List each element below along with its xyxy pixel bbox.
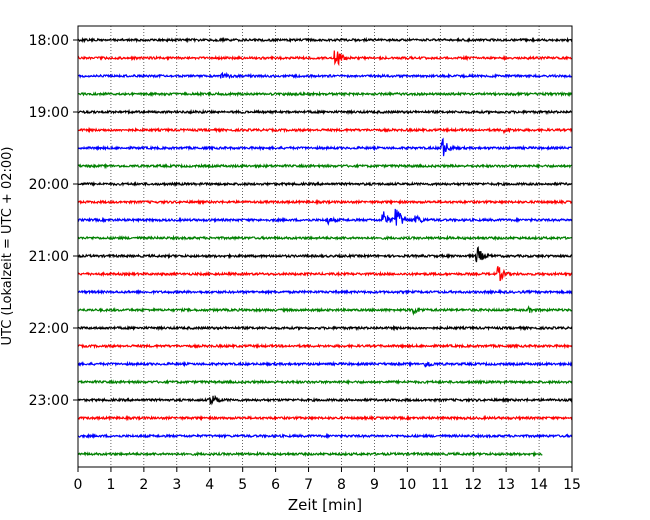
x-tick-label: 15 (563, 477, 581, 493)
x-tick-label: 10 (398, 477, 416, 493)
x-tick-label: 1 (106, 477, 115, 493)
trace-1845 (77, 90, 573, 98)
trace-1915 (77, 126, 573, 135)
x-tick-label: 9 (370, 477, 379, 493)
plot-frame (77, 25, 573, 468)
x-tick-label: 0 (74, 477, 83, 493)
x-tick-label: 7 (304, 477, 313, 493)
trace-2100 (77, 245, 573, 263)
x-tick-label: 5 (238, 477, 247, 493)
y-tick-label: 23:00 (29, 393, 69, 409)
x-tick-label: 2 (139, 477, 148, 493)
trace-2015 (77, 198, 573, 206)
trace-2000 (77, 180, 573, 188)
trace-2215 (77, 342, 573, 350)
trace-1830 (77, 71, 573, 80)
trace-2130 (77, 288, 573, 296)
x-tick-label: 3 (172, 477, 181, 493)
trace-2230 (77, 360, 573, 368)
trace-2315 (77, 414, 573, 422)
trace-2300 (77, 394, 573, 406)
axes: 0 1 2 3 4 5 6 7 8 9 10 11 12 13 14 1518:0019:0020:0021:… (29, 25, 581, 493)
y-axis-label: UTC (Lokalzeit = UTC + 02:00) (0, 147, 15, 346)
trace-2345 (77, 450, 543, 458)
x-tick-label: 6 (271, 477, 280, 493)
y-tick-label: 21:00 (29, 249, 69, 265)
x-tick-label: 13 (497, 477, 515, 493)
trace-1930 (77, 137, 573, 157)
x-tick-label: 12 (464, 477, 482, 493)
x-tick-label: 11 (431, 477, 449, 493)
trace-1800 (77, 36, 573, 44)
trace-2030 (77, 208, 573, 226)
trace-2115 (77, 266, 573, 282)
trace-1815 (77, 50, 572, 67)
trace-2045 (77, 234, 573, 242)
x-tick-label: 14 (530, 477, 548, 493)
trace-2245 (77, 378, 573, 386)
x-tick-label: 8 (337, 477, 346, 493)
x-tick-label: 4 (205, 477, 214, 493)
x-axis-label: Zeit [min] (288, 496, 362, 514)
y-tick-label: 19:00 (29, 105, 69, 121)
trace-2200 (77, 324, 573, 332)
traces (77, 36, 573, 458)
trace-1945 (77, 162, 573, 170)
y-tick-label: 22:00 (29, 321, 69, 337)
trace-2330 (77, 432, 573, 440)
trace-1900 (77, 108, 573, 116)
y-tick-label: 20:00 (29, 177, 69, 193)
trace-2145 (77, 305, 573, 316)
y-tick-label: 18:00 (29, 33, 69, 49)
